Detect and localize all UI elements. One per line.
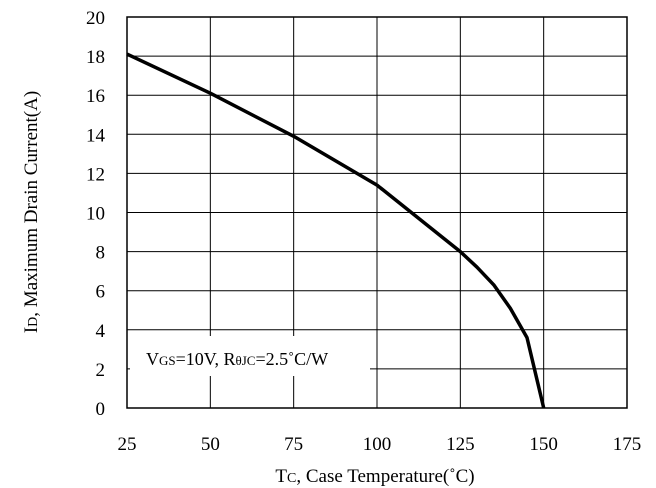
x-tick-label: 25 xyxy=(118,434,137,455)
x-axis-title: TC, Case Temperature(˚C) xyxy=(275,466,474,487)
y-tick-label: 0 xyxy=(96,399,106,420)
y-axis-title: ID, Maximum Drain Current(A) xyxy=(21,91,42,333)
annotation-text: VGS=10V, RθJC=2.5˚C/W xyxy=(146,349,328,369)
y-tick-label: 12 xyxy=(86,164,105,185)
x-tick-label: 75 xyxy=(284,434,303,455)
y-axis-ticks: 0 2 4 6 8 10 12 14 16 18 20 xyxy=(86,8,106,420)
y-tick-label: 8 xyxy=(96,243,106,264)
x-tick-label: 125 xyxy=(446,434,475,455)
y-tick-label: 6 xyxy=(96,282,106,303)
annotation-box-bg xyxy=(130,336,370,376)
x-tick-label: 175 xyxy=(613,434,642,455)
x-tick-label: 100 xyxy=(363,434,392,455)
y-tick-label: 14 xyxy=(86,125,106,146)
plot-frame xyxy=(126,16,628,409)
x-tick-label: 150 xyxy=(529,434,558,455)
x-tick-label: 50 xyxy=(201,434,220,455)
y-tick-label: 18 xyxy=(86,47,105,68)
y-tick-label: 16 xyxy=(86,86,105,107)
annotation-box: VGS=10V, RθJC=2.5˚C/W xyxy=(130,336,370,376)
y-tick-label: 2 xyxy=(96,360,106,381)
series-line xyxy=(126,52,546,409)
y-tick-label: 20 xyxy=(86,8,105,29)
y-tick-label: 10 xyxy=(86,204,105,225)
y-tick-label: 4 xyxy=(96,321,106,342)
x-axis-ticks: 25 50 75 100 125 150 175 xyxy=(118,434,642,455)
